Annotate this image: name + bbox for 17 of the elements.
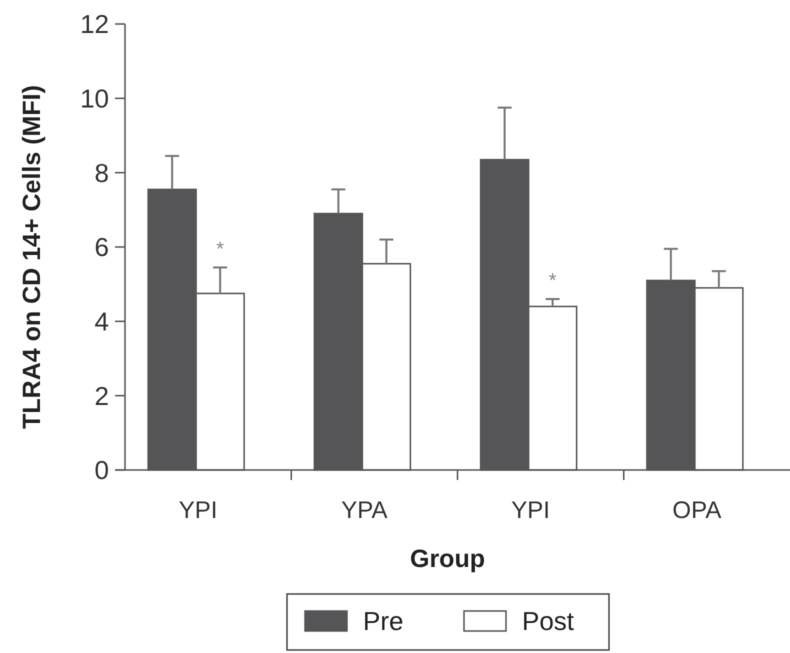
x-tick-label: YPI [511,497,550,524]
y-tick-label: 10 [80,83,109,114]
y-tick-label: 0 [94,455,109,486]
y-tick-label: 2 [94,380,109,411]
x-tick-label: YPI [178,497,218,524]
x-axis-title: Group [410,545,485,573]
annotation: * [216,238,224,260]
annotation: * [548,270,557,292]
y-tick-label: 8 [94,158,109,188]
legend-label: Pre [363,606,404,636]
x-tick-label: OPA [672,497,722,524]
x-tick-label: YPA [341,497,388,524]
legend-label: Post [522,606,575,636]
y-axis-title: TLRA4 on CD 14+ Cells (MFI) [18,85,46,429]
y-tick-label: 4 [94,306,109,336]
y-tick-label: 6 [94,232,109,262]
y-tick-label: 12 [80,9,109,40]
